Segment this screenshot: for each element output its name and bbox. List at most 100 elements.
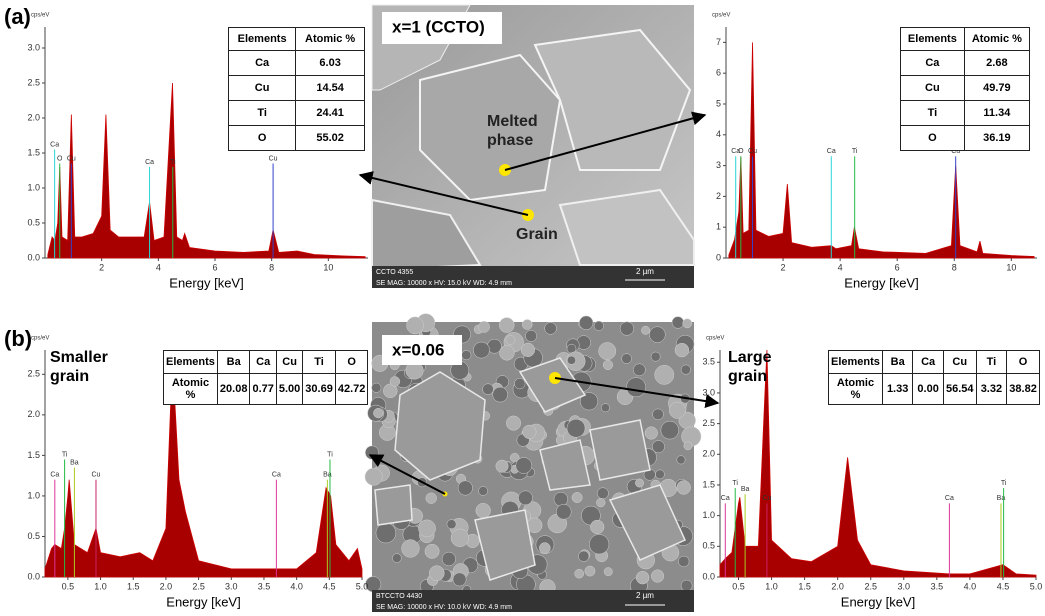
- x-tick-label: 4: [838, 262, 843, 272]
- y-axis-label: cps/eV: [706, 336, 724, 342]
- sem-texture: [545, 323, 557, 335]
- sem-texture: [521, 343, 535, 357]
- x-tick-label: 4.0: [290, 581, 303, 591]
- table-cell: 30.69: [303, 374, 336, 405]
- scale-bar-label: 2 µm: [636, 591, 654, 600]
- sem-texture: [458, 481, 473, 496]
- sem-texture: [419, 520, 436, 537]
- y-tick-label: 0.5: [27, 217, 40, 227]
- sem-texture: [567, 419, 585, 437]
- table-header: Atomic %: [296, 28, 365, 51]
- sem-texture: [376, 523, 396, 543]
- sem-texture: [655, 365, 674, 384]
- sem-texture: [514, 378, 525, 389]
- sem-texture: [683, 319, 692, 328]
- x-tick-label: 3.5: [258, 581, 271, 591]
- table-cell: Ca: [901, 51, 965, 76]
- sem-texture: [407, 317, 424, 334]
- y-tick-label: 1: [716, 222, 721, 232]
- sem-texture: [499, 345, 514, 360]
- table-row: ElementsBaCaCuTiO: [829, 351, 1040, 374]
- table-cell: Ti: [901, 101, 965, 126]
- y-tick-label: 0.5: [702, 541, 715, 551]
- y-tick-label: 0.5: [27, 531, 40, 541]
- x-tick-label: 5.0: [356, 581, 369, 591]
- table-cell: 6.03: [296, 51, 365, 76]
- table-cell: O: [229, 126, 296, 151]
- sem-texture: [636, 571, 649, 584]
- table-header: Cu: [943, 351, 976, 374]
- y-tick-label: 6: [716, 68, 721, 78]
- table-header: Ca: [250, 351, 276, 374]
- y-tick-label: 2.0: [27, 409, 40, 419]
- table-header: Elements: [829, 351, 883, 374]
- sem-texture: [596, 498, 605, 507]
- table-header: Ti: [303, 351, 336, 374]
- x-tick-label: 2.0: [831, 581, 844, 591]
- sem-texture: [635, 479, 643, 487]
- sem-texture: [473, 342, 489, 358]
- sem-texture: [601, 404, 609, 412]
- table-cell: O: [901, 126, 965, 151]
- y-tick-label: 2.0: [27, 112, 40, 122]
- sem-texture: [633, 364, 645, 376]
- sem-texture: [590, 520, 604, 534]
- panel-label: (a): [4, 4, 31, 29]
- image-footer: BTCCTO 4430: [376, 593, 422, 600]
- table-cell: 11.34: [964, 101, 1029, 126]
- spectrum-annotation: Large grain: [728, 348, 808, 386]
- table-header: Elements: [229, 28, 296, 51]
- table-cell: 0.00: [913, 374, 943, 405]
- element-label: Ca: [50, 141, 59, 148]
- x-tick-label: 3.5: [931, 581, 944, 591]
- x-tick-label: 8: [269, 262, 274, 272]
- x-tick-label: 3.0: [898, 581, 911, 591]
- sem-texture: [651, 352, 660, 361]
- table-row: Ti11.34: [901, 101, 1030, 126]
- sem-texture: [539, 543, 550, 554]
- sem-texture: [675, 343, 689, 357]
- sem-texture: [476, 503, 491, 518]
- image-caption: x=0.06: [392, 340, 444, 359]
- sem-texture: [681, 365, 690, 374]
- sem-texture: [661, 421, 679, 439]
- sem-texture: [425, 544, 439, 558]
- table-cell: 5.00: [276, 374, 302, 405]
- element-label: Cu: [748, 148, 757, 155]
- sem-texture: [567, 356, 575, 364]
- sem-texture: [365, 446, 379, 460]
- sem-texture: [462, 350, 471, 359]
- composition-table: ElementsBaCaCuTiOAtomic %20.080.775.0030…: [163, 350, 368, 405]
- y-tick-label: 0.0: [702, 571, 715, 581]
- element-label: Ca: [145, 159, 154, 166]
- sem-texture: [641, 326, 649, 334]
- element-label: Ti: [170, 159, 176, 166]
- sem-texture: [622, 354, 632, 364]
- table-cell: 49.79: [964, 76, 1029, 101]
- y-tick-label: 2.5: [702, 418, 715, 428]
- sem-texture: [523, 425, 537, 439]
- x-tick-label: 2: [781, 262, 786, 272]
- table-cell: Cu: [901, 76, 965, 101]
- sem-texture: [451, 529, 469, 547]
- table-row: ElementsAtomic %: [901, 28, 1030, 51]
- element-label: Ti: [732, 480, 738, 487]
- sem-texture: [493, 387, 508, 402]
- image-caption: x=1 (CCTO): [392, 17, 485, 36]
- table-header: O: [1007, 351, 1040, 374]
- composition-table: ElementsBaCaCuTiOAtomic %1.330.0056.543.…: [828, 350, 1040, 405]
- table-cell: 2.68: [964, 51, 1029, 76]
- x-tick-label: 1.5: [798, 581, 811, 591]
- sem-texture: [372, 383, 381, 392]
- x-tick-label: 4.5: [323, 581, 336, 591]
- element-label: Ca: [721, 495, 730, 502]
- x-tick-label: 10: [1006, 262, 1016, 272]
- sem-texture: [442, 552, 456, 566]
- sem-texture: [585, 566, 595, 576]
- y-tick-label: 3.0: [702, 387, 715, 397]
- sem-texture: [669, 402, 685, 418]
- sem-texture: [447, 520, 456, 529]
